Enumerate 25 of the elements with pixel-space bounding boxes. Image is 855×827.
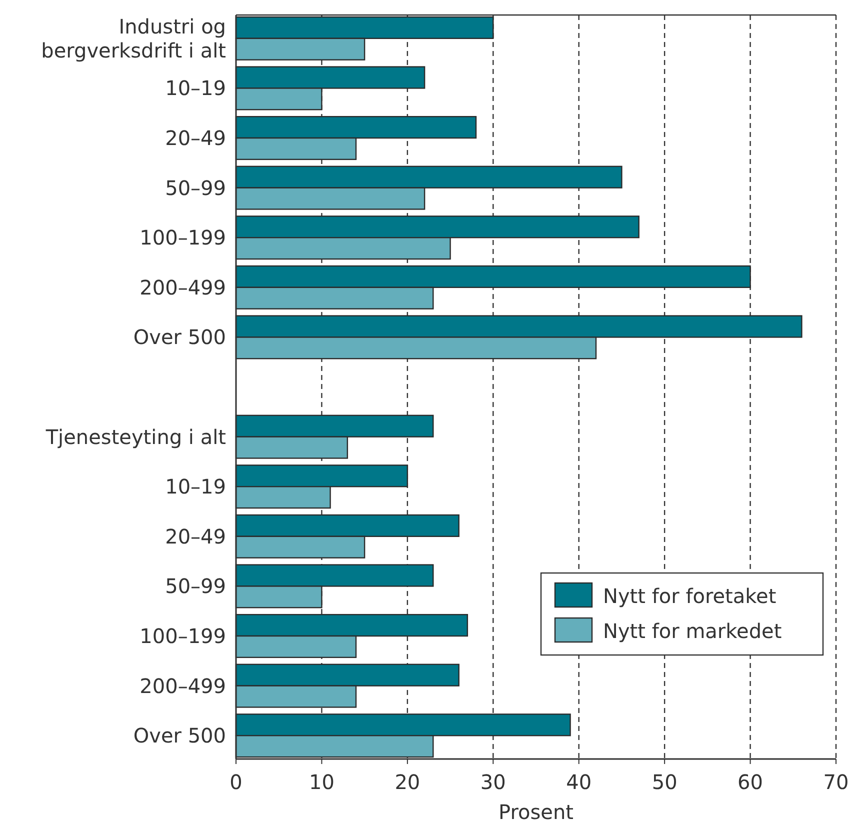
y-tick-label: 20–49	[165, 524, 226, 548]
y-tick-label: Over 500	[133, 724, 226, 748]
x-tick-label: 30	[480, 770, 506, 794]
x-tick-label: 20	[394, 770, 420, 794]
y-tick-label: Over 500	[133, 325, 226, 350]
y-tick-label: 100–199	[140, 624, 226, 648]
y-tick-label: 20–49	[165, 126, 226, 150]
x-tick-label: 40	[566, 770, 592, 794]
x-tick-label: 10	[308, 770, 334, 794]
y-tick-label: Tjenesteyting i alt	[44, 424, 226, 449]
legend-label: Nytt for foretaket	[603, 584, 776, 608]
y-tick-label: 50–99	[165, 176, 226, 200]
x-tick-label: 70	[823, 770, 849, 794]
y-tick-label: 10–19	[165, 76, 226, 100]
x-tick-label: 60	[738, 770, 764, 794]
x-axis-title: Prosent	[498, 800, 574, 824]
x-tick-label: 0	[230, 770, 242, 794]
y-tick-label: 200–499	[140, 674, 226, 698]
x-tick-label: 50	[652, 770, 678, 794]
y-tick-label: 100–199	[140, 226, 226, 250]
y-tick-label: 10–19	[165, 474, 226, 499]
y-tick-label: 200–499	[140, 275, 226, 300]
y-tick-label: Industri og bergverksdrift i alt	[41, 14, 226, 62]
legend-label: Nytt for markedet	[603, 619, 782, 643]
y-tick-label: 50–99	[165, 574, 226, 598]
